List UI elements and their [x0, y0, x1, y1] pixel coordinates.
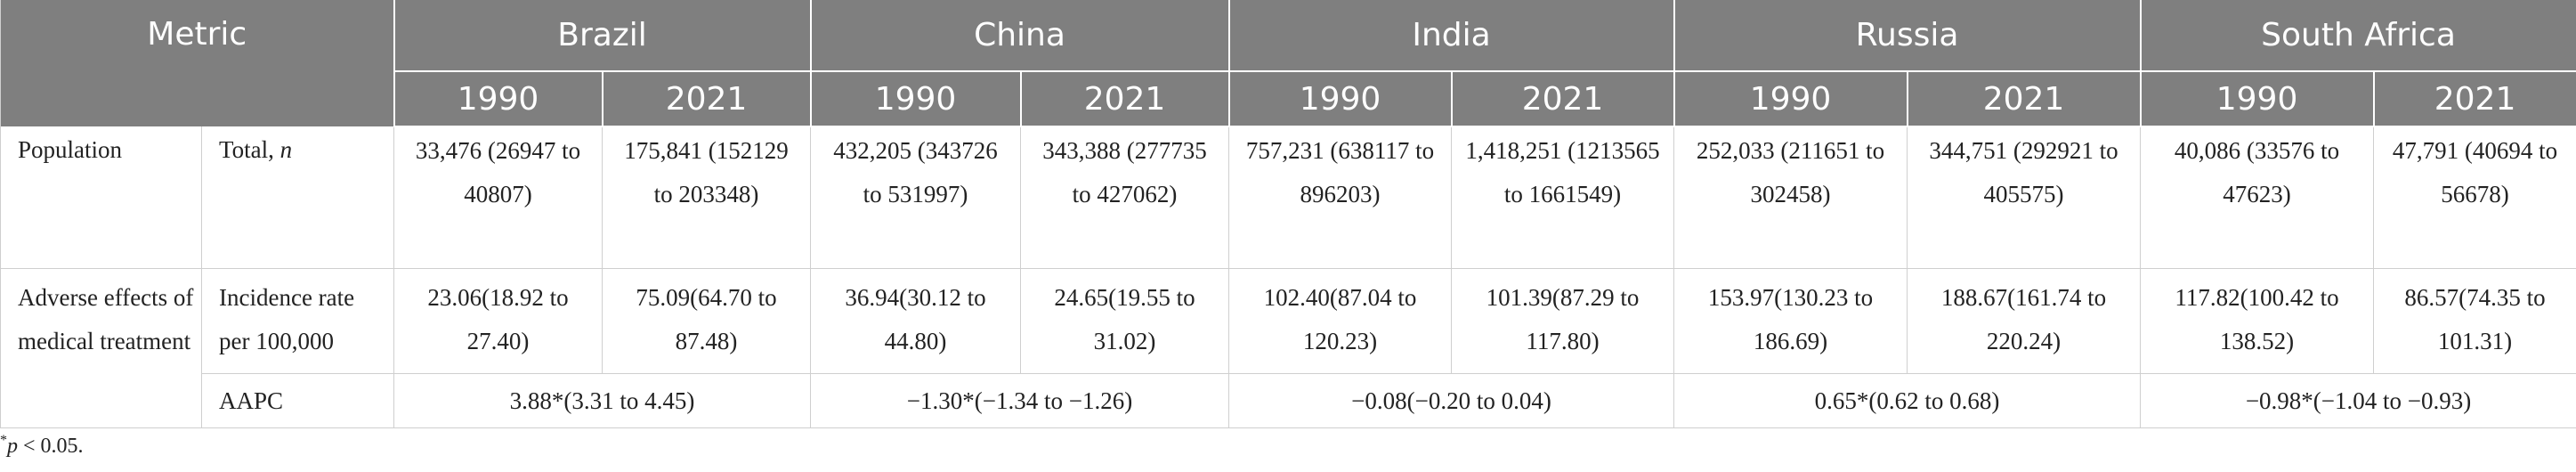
table-cell: 757,231 (638117 to 896203) [1228, 126, 1453, 269]
table-cell-aapc: −1.30*(−1.34 to −1.26) [810, 373, 1230, 428]
year-header: 2021 [2373, 71, 2576, 127]
table-cell: 188.67(161.74 to 220.24) [1907, 268, 2142, 374]
year-header: 1990 [393, 71, 603, 127]
year-header: 2021 [1451, 71, 1675, 127]
table-cell: 252,033 (211651 to 302458) [1673, 126, 1908, 269]
table-cell-aapc: 3.88*(3.31 to 4.45) [393, 373, 812, 428]
data-table: Metric Brazil China India Russia South A… [0, 0, 2576, 428]
table-cell-aapc: 0.65*(0.62 to 0.68) [1673, 373, 2142, 428]
table-cell: 75.09(64.70 to 87.48) [602, 268, 812, 374]
year-header: 1990 [810, 71, 1022, 127]
table-row-incidence: Adverse effects of medical treatment Inc… [0, 268, 2576, 428]
row-sublabel-aapc: AAPC [200, 373, 395, 428]
country-header-india: India [1228, 0, 1675, 72]
table-cell: 47,791 (40694 to 56678) [2373, 126, 2576, 269]
table-row-population: Population Total, n 33,476 (26947 to 408… [0, 126, 2576, 269]
table-cell: 344,751 (292921 to 405575) [1907, 126, 2142, 269]
table-footnote: *p < 0.05. [0, 433, 84, 459]
table-cell: 33,476 (26947 to 40807) [393, 126, 603, 269]
country-header-brazil: Brazil [393, 0, 812, 72]
sublabel-italic: n [279, 136, 293, 163]
table-cell: 86.57(74.35 to 101.31) [2373, 268, 2576, 374]
table-cell: 102.40(87.04 to 120.23) [1228, 268, 1453, 374]
table-cell: 24.65(19.55 to 31.02) [1020, 268, 1230, 374]
table-cell: 1,418,251 (1213565 to 1661549) [1451, 126, 1675, 269]
table-cell: 40,086 (33576 to 47623) [2140, 126, 2375, 269]
table-body: Population Total, n 33,476 (26947 to 408… [0, 126, 2576, 428]
year-header: 1990 [1228, 71, 1453, 127]
table-cell-aapc: −0.08(−0.20 to 0.04) [1228, 373, 1675, 428]
table-cell: 36.94(30.12 to 44.80) [810, 268, 1022, 374]
year-header: 2021 [602, 71, 812, 127]
table-header: Metric Brazil China India Russia South A… [0, 0, 2576, 127]
table-cell: 101.39(87.29 to 117.80) [1451, 268, 1675, 374]
footnote-text: < 0.05. [18, 435, 84, 458]
table-cell: 175,841 (152129 to 203348) [602, 126, 812, 269]
table-cell: 153.97(130.23 to 186.69) [1673, 268, 1908, 374]
country-header-south-africa: South Africa [2140, 0, 2576, 72]
table-cell: 117.82(100.42 to 138.52) [2140, 268, 2375, 374]
header-row-years: 1990 2021 1990 2021 1990 2021 1990 2021 … [1, 71, 2576, 127]
country-header-russia: Russia [1673, 0, 2142, 72]
country-header-china: China [810, 0, 1230, 72]
header-row-countries: Metric Brazil China India Russia South A… [0, 0, 2576, 126]
row-sublabel-total: Total, n [201, 126, 395, 269]
sublabel-text: Total, [219, 136, 280, 163]
footnote-symbol: * [0, 433, 7, 448]
row-label-population: Population [0, 126, 202, 269]
row-sublabel-incidence: Incidence rate per 100,000 [201, 268, 395, 374]
table-cell-aapc: −0.98*(−1.04 to −0.93) [2140, 373, 2576, 428]
footnote-variable: p [7, 435, 18, 458]
year-header: 1990 [1673, 71, 1908, 127]
year-header: 2021 [1907, 71, 2142, 127]
table-cell: 343,388 (277735 to 427062) [1020, 126, 1230, 269]
year-header: 2021 [1020, 71, 1230, 127]
row-label-adverse-effects: Adverse effects of medical treatment [0, 268, 202, 428]
year-header: 1990 [2140, 71, 2375, 127]
table-row-aapc: AAPC 3.88*(3.31 to 4.45) −1.30*(−1.34 to… [1, 373, 2576, 428]
table-cell: 432,205 (343726 to 531997) [810, 126, 1022, 269]
metric-header: Metric [0, 0, 395, 126]
table-cell: 23.06(18.92 to 27.40) [393, 268, 603, 374]
